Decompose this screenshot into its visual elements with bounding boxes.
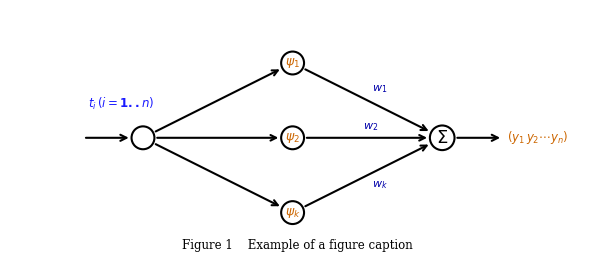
Text: Figure 1    Example of a figure caption: Figure 1 Example of a figure caption — [182, 239, 412, 252]
Text: $t_i\,(i=\mathbf{1..}n)$: $t_i\,(i=\mathbf{1..}n)$ — [87, 96, 154, 112]
Text: $\Sigma$: $\Sigma$ — [436, 129, 448, 147]
Text: $\psi_k$: $\psi_k$ — [285, 206, 301, 220]
Text: $w_k$: $w_k$ — [372, 179, 388, 190]
Text: $\psi_1$: $\psi_1$ — [285, 56, 300, 70]
Text: $w_2$: $w_2$ — [363, 121, 378, 133]
Text: $(y_1\,y_2\cdots y_n)$: $(y_1\,y_2\cdots y_n)$ — [507, 129, 569, 146]
Text: $w_1$: $w_1$ — [372, 83, 387, 95]
Text: $\psi_2$: $\psi_2$ — [285, 131, 300, 145]
